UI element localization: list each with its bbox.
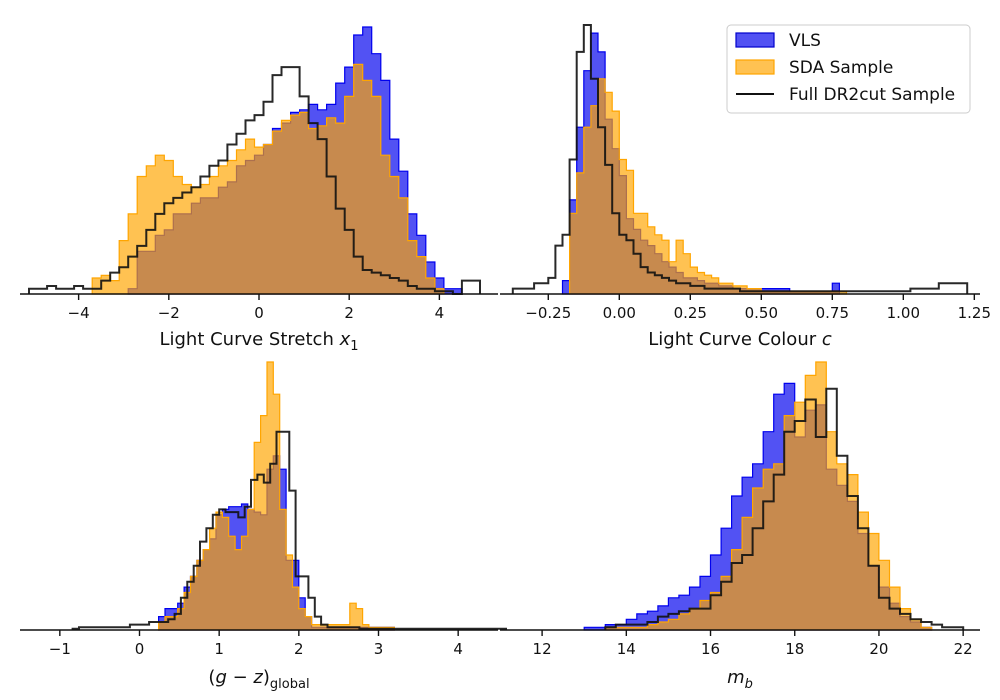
x-axis-label: mb [727, 667, 753, 692]
x-tick-label: −0.25 [525, 304, 571, 322]
series-full-step [604, 387, 965, 630]
legend-swatch-1 [735, 59, 775, 75]
histogram-panel-1: −4 −2 0 2 4 Light Curve Stretch x1 [20, 26, 498, 354]
series-full-step [511, 24, 969, 294]
x-tick-label: 22 [954, 640, 973, 658]
x-tick-label: 2 [294, 640, 304, 658]
legend-label: SDA Sample [789, 58, 893, 78]
x-tick-label: 3 [374, 640, 384, 658]
x-tick-label: 0 [135, 640, 145, 658]
x-tick-label: −1 [49, 640, 71, 658]
series-sda-bars [91, 63, 445, 295]
histogram-panel-3: −1 0 1 2 3 4 (g − z)global [20, 361, 507, 692]
x-tick-label: 2 [344, 304, 354, 322]
x-axis-label: Light Curve Colour c [648, 329, 832, 350]
x-tick-label: 12 [533, 640, 552, 658]
x-tick-label: 14 [617, 640, 636, 658]
x-tick-label: 4 [435, 304, 445, 322]
series-sda-bars [604, 361, 933, 631]
x-tick-label: 16 [701, 640, 720, 658]
histogram-panel-2: −0.25 0.00 0.25 0.50 0.75 1.00 1.25 Light Curve… [500, 24, 991, 350]
series-sda-bars [158, 361, 395, 631]
legend-label: Full DR2cut Sample [789, 85, 955, 105]
x-tick-label: −2 [158, 304, 180, 322]
x-axis-label: Light Curve Stretch x1 [159, 329, 358, 354]
legend-swatch-0 [735, 32, 775, 48]
x-tick-label: 4 [453, 640, 463, 658]
legend-box [726, 24, 971, 114]
x-tick-label: 1.00 [887, 304, 920, 322]
x-tick-label: 0.75 [816, 304, 849, 322]
legend-label: VLS [789, 31, 821, 51]
x-tick-label: 0.00 [603, 304, 636, 322]
legend: VLS SDA Sample Full DR2cut Sample [726, 24, 971, 114]
x-tick-label: 1 [214, 640, 224, 658]
x-axis-label: (g − z)global [208, 667, 309, 692]
x-tick-label: 0 [254, 304, 264, 322]
x-tick-label: 18 [785, 640, 804, 658]
x-tick-label: 0.25 [674, 304, 707, 322]
x-tick-label: 1.25 [958, 304, 991, 322]
series-full-step [28, 66, 481, 295]
x-tick-label: −4 [68, 304, 90, 322]
x-tick-label: 0.50 [745, 304, 778, 322]
series-full-step [71, 430, 507, 630]
histogram-panel-4: 12 14 16 18 20 22 mb [500, 361, 980, 692]
x-tick-label: 20 [869, 640, 888, 658]
